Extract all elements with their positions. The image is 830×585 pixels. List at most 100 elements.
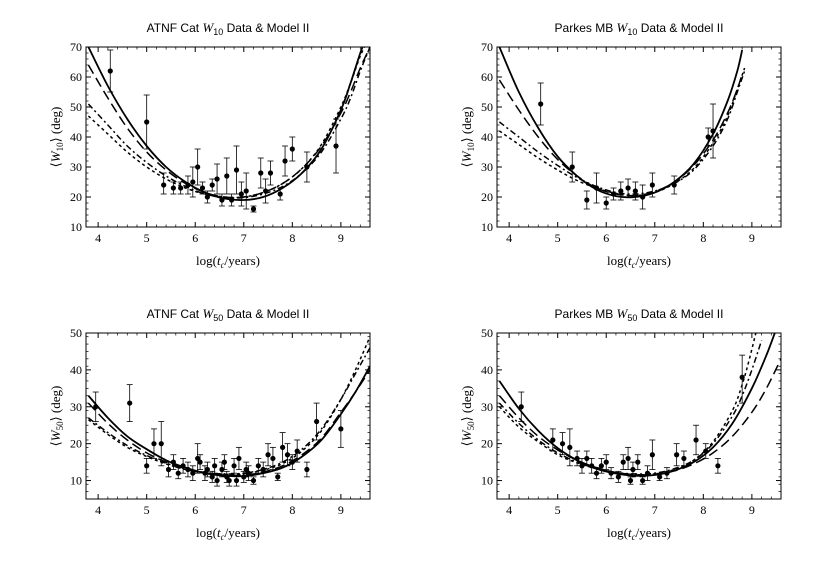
xlabel-part: log( <box>607 253 628 268</box>
data-point <box>574 455 580 462</box>
xlabel-part: log( <box>607 525 628 540</box>
x-tick-label: 9 <box>338 503 344 517</box>
data-point <box>644 470 651 476</box>
chart-title: Parkes MB W50 Data & Model II <box>555 306 724 323</box>
x-tick-label: 4 <box>95 231 101 245</box>
data-point <box>630 466 636 473</box>
y-tick-label: 50 <box>70 100 82 114</box>
data-point <box>243 466 249 473</box>
y-tick-label: 10 <box>481 220 493 234</box>
x-tick-label: 8 <box>289 503 295 517</box>
data-point <box>567 444 573 450</box>
data-point <box>199 185 206 191</box>
data-point <box>219 197 225 203</box>
x-tick-label: 5 <box>555 503 561 517</box>
data-point <box>224 474 230 480</box>
data-point <box>165 466 172 473</box>
x-tick-label: 4 <box>506 231 512 245</box>
model-curves <box>87 47 370 201</box>
data-point <box>195 455 201 462</box>
data-point <box>284 452 291 458</box>
y-tick-label: 70 <box>481 40 493 54</box>
data-point <box>185 182 191 188</box>
data-point <box>224 173 230 179</box>
y-tick-label: 20 <box>481 437 493 451</box>
data-point <box>238 191 244 197</box>
data-points <box>107 49 340 213</box>
ylabel-part: ⟨ <box>48 441 63 446</box>
data-point <box>265 452 271 458</box>
x-tick-label: 9 <box>749 231 755 245</box>
ylabel-part: W <box>48 429 63 441</box>
data-point <box>598 463 604 469</box>
title-subscript: 10 <box>213 27 223 37</box>
y-tick-label: 60 <box>481 70 493 84</box>
data-point <box>294 448 300 454</box>
title-suffix: Data & Model II <box>637 21 723 35</box>
x-axis-label: log(tc/years) <box>196 253 260 270</box>
data-point <box>263 188 269 194</box>
data-point <box>270 455 276 462</box>
data-point <box>649 182 655 188</box>
x-tick-label: 7 <box>241 503 247 517</box>
chart-title: Parkes MB W10 Data & Model II <box>555 20 724 37</box>
y-tick-label: 30 <box>481 160 493 174</box>
model-curves <box>498 47 746 199</box>
y-axis-label: ⟨W10⟩ (deg) <box>48 107 65 168</box>
xlabel-part: t <box>217 253 221 268</box>
y-tick-label: 60 <box>70 70 82 84</box>
data-point <box>204 466 210 473</box>
chart-title: ATNF Cat W10 Data & Model II <box>147 20 310 37</box>
data-point <box>226 477 232 484</box>
data-point <box>338 426 344 432</box>
ylabel-part: ⟩ (deg) <box>459 386 474 422</box>
x-tick-label: 7 <box>652 231 658 245</box>
data-point <box>236 455 242 462</box>
data-point <box>212 463 218 469</box>
title-suffix: Data & Model II <box>223 21 309 35</box>
data-point <box>681 455 687 462</box>
x-tick-label: 5 <box>144 231 150 245</box>
data-points <box>92 384 344 487</box>
data-point <box>267 170 274 176</box>
model-curve-4 <box>87 47 366 199</box>
data-point <box>593 470 600 476</box>
data-point <box>608 470 614 476</box>
y-tick-label: 40 <box>70 130 82 144</box>
ylabel-part: W <box>459 150 474 162</box>
data-point <box>304 164 310 170</box>
chart-title: ATNF Cat W50 Data & Model II <box>147 306 310 323</box>
model-curve-3 <box>498 340 763 475</box>
y-tick-label: 10 <box>481 474 493 488</box>
x-tick-label: 8 <box>289 231 295 245</box>
data-points <box>537 82 717 210</box>
y-tick-label: 30 <box>481 400 493 414</box>
data-point <box>204 194 210 200</box>
data-point <box>625 455 631 462</box>
data-point <box>197 459 203 465</box>
xlabel-part: t <box>217 525 221 540</box>
y-tick-label: 20 <box>70 190 82 204</box>
data-point <box>603 459 609 465</box>
title-symbol: W <box>617 20 629 35</box>
data-point <box>161 182 167 188</box>
data-point <box>674 452 680 458</box>
data-point <box>657 474 663 480</box>
y-tick-label: 10 <box>70 474 82 488</box>
data-point <box>313 418 320 425</box>
data-point <box>202 470 208 476</box>
xlabel-part: /years) <box>636 525 671 540</box>
data-point <box>584 455 590 462</box>
y-tick-label: 40 <box>70 363 82 377</box>
xlabel-part: /years) <box>636 253 671 268</box>
data-point <box>185 466 191 473</box>
title-symbol: W <box>202 306 214 321</box>
ylabel-part: W <box>459 429 474 441</box>
data-point <box>739 374 745 380</box>
data-point <box>170 459 176 465</box>
title-suffix: Data & Model II <box>223 307 309 321</box>
data-point <box>289 459 295 465</box>
